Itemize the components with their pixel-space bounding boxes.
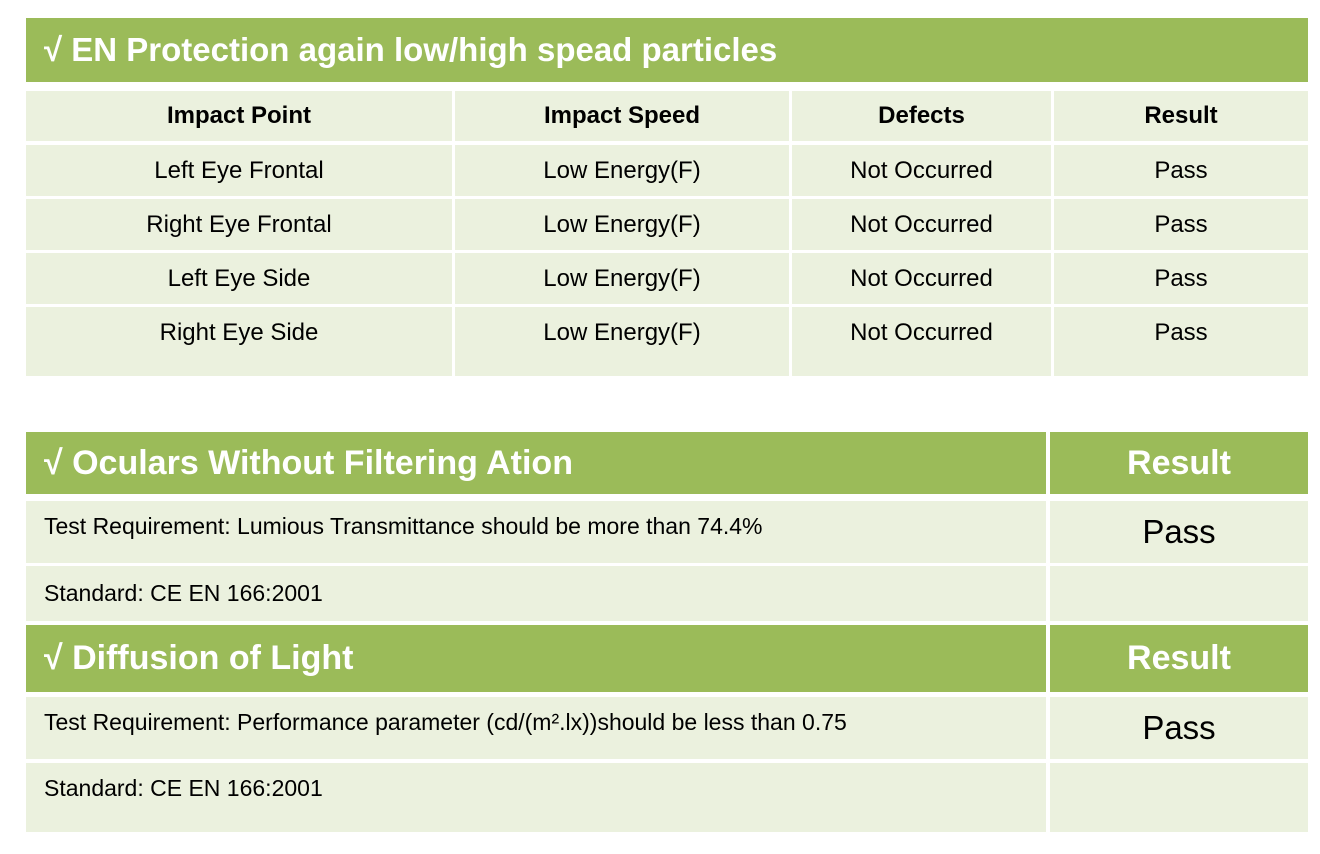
oculars-standard-result-empty <box>1050 566 1308 621</box>
header-impact-point: Impact Point <box>26 91 452 141</box>
row4-defects: Not Occurred <box>792 307 1051 376</box>
diffusion-standard: Standard: CE EN 166:2001 <box>26 763 1046 832</box>
row3-defects: Not Occurred <box>792 253 1051 304</box>
row2-impact-point: Right Eye Frontal <box>26 199 452 250</box>
row4-impact-point: Right Eye Side <box>26 307 452 376</box>
oculars-requirement: Test Requirement: Lumious Transmittance … <box>26 501 1046 563</box>
row2-impact-speed: Low Energy(F) <box>455 199 789 250</box>
row3-impact-point: Left Eye Side <box>26 253 452 304</box>
header-defects: Defects <box>792 91 1051 141</box>
diffusion-result-header: Result <box>1050 625 1308 692</box>
row4-result: Pass <box>1054 307 1308 376</box>
diffusion-result: Pass <box>1050 697 1308 759</box>
header-impact-speed: Impact Speed <box>455 91 789 141</box>
row2-defects: Not Occurred <box>792 199 1051 250</box>
impact-test-title: √ EN Protection again low/high spead par… <box>26 18 1308 82</box>
oculars-result: Pass <box>1050 501 1308 563</box>
row3-impact-speed: Low Energy(F) <box>455 253 789 304</box>
oculars-result-header: Result <box>1050 432 1308 494</box>
oculars-standard: Standard: CE EN 166:2001 <box>26 566 1046 621</box>
diffusion-requirement: Test Requirement: Performance parameter … <box>26 697 1046 759</box>
diffusion-standard-result-empty <box>1050 763 1308 832</box>
row1-result: Pass <box>1054 145 1308 196</box>
row1-defects: Not Occurred <box>792 145 1051 196</box>
row2-result: Pass <box>1054 199 1308 250</box>
oculars-test-title: √ Oculars Without Filtering Ation <box>26 432 1046 494</box>
row1-impact-speed: Low Energy(F) <box>455 145 789 196</box>
diffusion-test-title: √ Diffusion of Light <box>26 625 1046 692</box>
row1-impact-point: Left Eye Frontal <box>26 145 452 196</box>
row3-result: Pass <box>1054 253 1308 304</box>
row4-impact-speed: Low Energy(F) <box>455 307 789 376</box>
header-result: Result <box>1054 91 1308 141</box>
